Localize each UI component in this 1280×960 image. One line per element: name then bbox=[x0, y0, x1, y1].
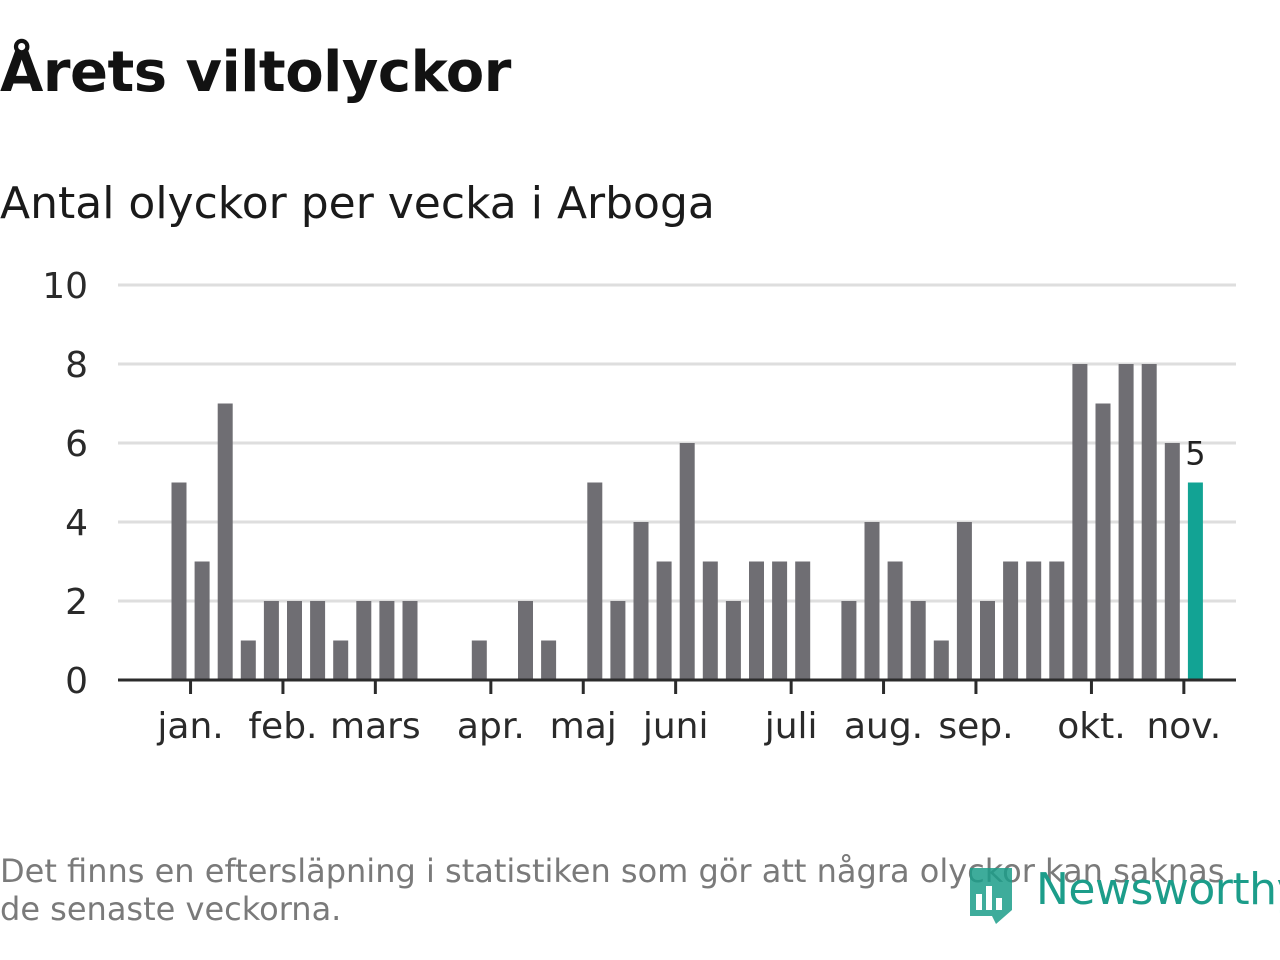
x-tick-label: aug. bbox=[844, 706, 923, 747]
grid-lines bbox=[118, 283, 1236, 603]
y-tick-label: 0 bbox=[65, 661, 88, 702]
newsworthy-logo-text: Newsworthy bbox=[1036, 864, 1280, 915]
bars: 5 bbox=[171, 364, 1206, 680]
x-tick-label: apr. bbox=[457, 706, 525, 747]
bar bbox=[194, 561, 210, 680]
bar bbox=[263, 601, 279, 680]
x-tick-label: juli bbox=[764, 706, 818, 747]
footnote: Det finns en eftersläpning i statistiken… bbox=[0, 852, 1225, 928]
bar bbox=[1003, 561, 1019, 680]
bar bbox=[610, 601, 626, 680]
x-tick-label: okt. bbox=[1057, 706, 1125, 747]
bar bbox=[1164, 443, 1180, 680]
y-tick-label: 10 bbox=[42, 266, 88, 307]
x-tick-label: maj bbox=[550, 706, 617, 747]
bar bbox=[541, 640, 557, 680]
bar bbox=[1026, 561, 1042, 680]
x-tick-label: juni bbox=[642, 706, 709, 747]
bar bbox=[702, 561, 718, 680]
y-tick-label: 8 bbox=[65, 345, 88, 386]
bar bbox=[795, 561, 811, 680]
newsworthy-logo: Newsworthy bbox=[966, 860, 1280, 930]
bar bbox=[679, 443, 695, 680]
bar bbox=[980, 601, 995, 680]
bar bbox=[171, 482, 187, 680]
bar bbox=[518, 601, 533, 680]
bar bbox=[587, 482, 603, 680]
bar bbox=[887, 561, 903, 680]
bar-chart: 0 2 4 6 8 10 5 jan. feb. mars apr. maj juni juli aug… bbox=[42, 266, 1236, 747]
bar bbox=[333, 640, 349, 680]
x-tick-label: nov. bbox=[1146, 706, 1221, 747]
bar bbox=[402, 601, 418, 680]
bar bbox=[1141, 364, 1157, 680]
bar bbox=[471, 640, 487, 680]
bar-highlight bbox=[1187, 482, 1203, 680]
bar bbox=[379, 601, 395, 680]
y-tick-label: 2 bbox=[65, 582, 88, 623]
bar bbox=[310, 601, 326, 680]
bar bbox=[864, 522, 880, 680]
bar bbox=[1118, 364, 1134, 680]
chart-subtitle: Antal olyckor per vecka i Arboga bbox=[0, 178, 715, 229]
bar bbox=[1049, 561, 1065, 680]
bar bbox=[1072, 364, 1088, 680]
x-axis-ticks: jan. feb. mars apr. maj juni juli aug. sep. okt. n… bbox=[156, 680, 1221, 747]
bar bbox=[240, 640, 256, 680]
x-tick-label: sep. bbox=[938, 706, 1013, 747]
newsworthy-logo-icon bbox=[970, 868, 1012, 924]
bar bbox=[217, 403, 233, 680]
bar-value-label: 5 bbox=[1185, 435, 1205, 473]
bar bbox=[725, 601, 741, 680]
x-tick-label: mars bbox=[330, 706, 421, 747]
bar bbox=[1095, 403, 1111, 680]
bar bbox=[910, 601, 926, 680]
chart-title: Årets viltolyckor bbox=[0, 40, 511, 105]
x-tick-label: jan. bbox=[156, 706, 223, 747]
y-tick-label: 4 bbox=[65, 503, 88, 544]
bar bbox=[772, 561, 788, 680]
x-tick-label: feb. bbox=[248, 706, 317, 747]
bar bbox=[287, 601, 302, 680]
y-axis-ticks: 0 2 4 6 8 10 bbox=[42, 266, 88, 702]
bar bbox=[956, 522, 972, 680]
bar bbox=[933, 640, 949, 680]
bar bbox=[356, 601, 372, 680]
bar bbox=[749, 561, 764, 680]
y-tick-label: 6 bbox=[65, 424, 88, 465]
bar bbox=[633, 522, 649, 680]
bar bbox=[656, 561, 672, 680]
bar bbox=[841, 601, 857, 680]
